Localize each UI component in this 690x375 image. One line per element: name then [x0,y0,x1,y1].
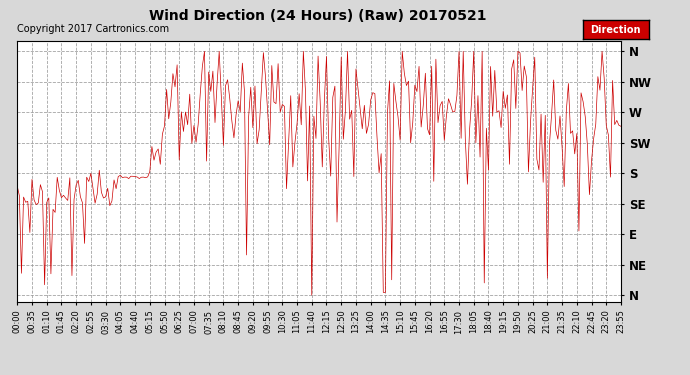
Text: Direction: Direction [591,25,641,34]
Text: Copyright 2017 Cartronics.com: Copyright 2017 Cartronics.com [17,24,169,34]
Text: Wind Direction (24 Hours) (Raw) 20170521: Wind Direction (24 Hours) (Raw) 20170521 [148,9,486,23]
